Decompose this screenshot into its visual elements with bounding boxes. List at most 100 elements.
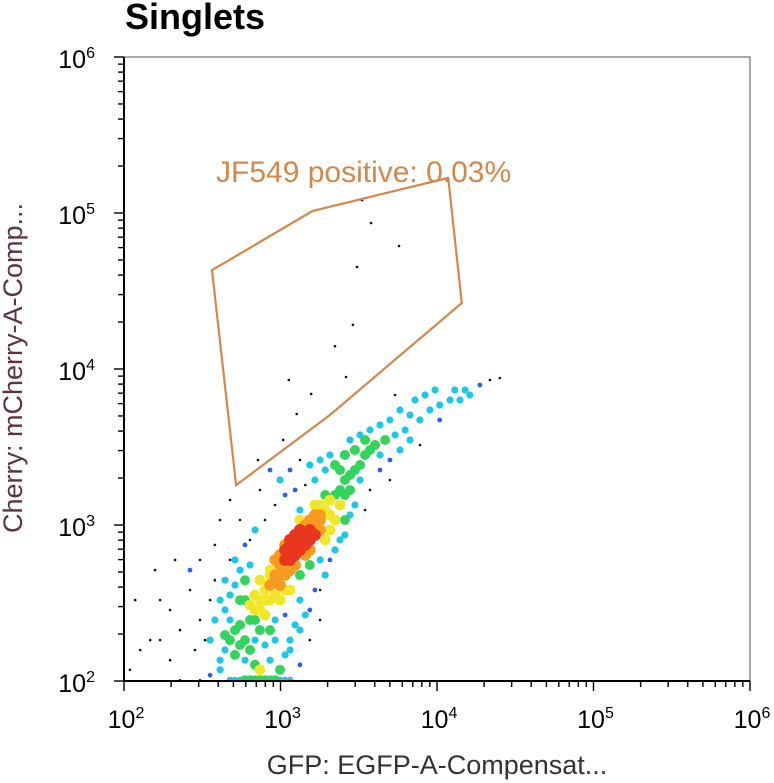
data-point: [148, 638, 152, 642]
data-point: [188, 588, 192, 592]
data-point: [256, 458, 260, 462]
data-point: [269, 554, 281, 566]
data-point: [336, 536, 344, 544]
data-point: [296, 596, 304, 604]
data-point: [301, 611, 309, 619]
data-point: [376, 451, 384, 459]
data-point: [284, 564, 296, 576]
tick-label-base: 10: [58, 46, 86, 74]
data-point: [306, 461, 314, 469]
data-point: [221, 576, 229, 584]
tick-label-exponent: 5: [605, 705, 614, 722]
data-point: [242, 542, 248, 548]
data-point: [304, 560, 315, 570]
data-point: [230, 625, 240, 636]
data-point: [245, 645, 255, 655]
data-point: [259, 594, 271, 606]
data-point: [266, 656, 274, 664]
data-point: [393, 393, 397, 397]
data-point: [370, 440, 381, 450]
tick-label-base: 10: [264, 706, 292, 734]
data-point: [345, 485, 355, 495]
data-point: [236, 566, 244, 574]
data-point: [355, 460, 365, 470]
data-point: [289, 543, 302, 556]
data-point: [133, 598, 137, 602]
data-point: [269, 589, 281, 601]
data-point: [231, 676, 239, 681]
data-point: [324, 494, 336, 506]
tick-label-base: 10: [58, 358, 86, 386]
y-tick-label: 104: [58, 357, 95, 386]
tick-label-exponent: 3: [292, 705, 301, 722]
data-point: [271, 616, 279, 624]
data-point: [168, 658, 172, 662]
data-point: [250, 615, 260, 625]
data-point: [128, 668, 132, 672]
data-point: [416, 416, 424, 424]
x-tick-label: 106: [734, 705, 771, 734]
data-point: [269, 574, 281, 586]
data-point: [318, 618, 322, 622]
data-point: [436, 401, 444, 409]
data-point: [291, 621, 299, 629]
data-point: [326, 451, 334, 459]
data-point: [294, 570, 305, 580]
data-point: [318, 588, 322, 592]
data-point: [158, 598, 162, 602]
data-point: [231, 556, 239, 564]
tick-label-exponent: 2: [135, 705, 144, 722]
data-point: [363, 508, 367, 512]
data-point: [437, 417, 443, 423]
tick-label-exponent: 6: [761, 705, 770, 722]
data-point: [316, 456, 324, 464]
data-point: [282, 612, 288, 618]
x-tick-label: 102: [108, 705, 145, 734]
tick-label-base: 10: [58, 670, 86, 698]
data-point: [287, 378, 291, 382]
data-point: [203, 638, 207, 642]
data-point: [304, 514, 316, 526]
data-point: [241, 656, 249, 664]
data-point: [275, 664, 285, 675]
data-point: [271, 636, 279, 644]
y-tick-label: 102: [58, 669, 95, 698]
data-point: [287, 467, 293, 473]
data-point: [244, 599, 256, 611]
data-point: [216, 656, 224, 664]
data-point: [461, 386, 469, 394]
y-tick-label: 105: [58, 201, 95, 230]
data-point: [488, 378, 492, 382]
data-point: [298, 458, 302, 462]
data-point: [281, 651, 289, 659]
data-point: [333, 344, 337, 348]
data-point: [355, 265, 359, 269]
data-point: [296, 626, 304, 634]
data-point: [356, 476, 364, 484]
data-point: [396, 406, 404, 414]
data-point: [221, 606, 229, 614]
data-point: [299, 533, 312, 546]
data-point: [246, 561, 254, 569]
data-point: [339, 450, 350, 460]
data-point: [240, 575, 250, 586]
data-point: [406, 436, 414, 444]
x-tick-label: 103: [264, 705, 301, 734]
tick-label-exponent: 3: [86, 513, 95, 530]
data-point: [386, 416, 394, 424]
data-point: [213, 578, 217, 582]
data-point: [477, 382, 483, 388]
data-point: [334, 499, 346, 511]
data-point: [207, 672, 213, 678]
x-tick-label: 105: [577, 705, 614, 734]
tick-label-base: 10: [577, 706, 605, 734]
data-point: [240, 675, 250, 681]
data-point: [421, 391, 429, 399]
data-point: [324, 524, 336, 536]
data-point: [286, 676, 294, 681]
data-point: [250, 675, 260, 681]
data-point: [311, 476, 319, 484]
data-point: [282, 492, 288, 498]
data-point: [331, 546, 339, 554]
